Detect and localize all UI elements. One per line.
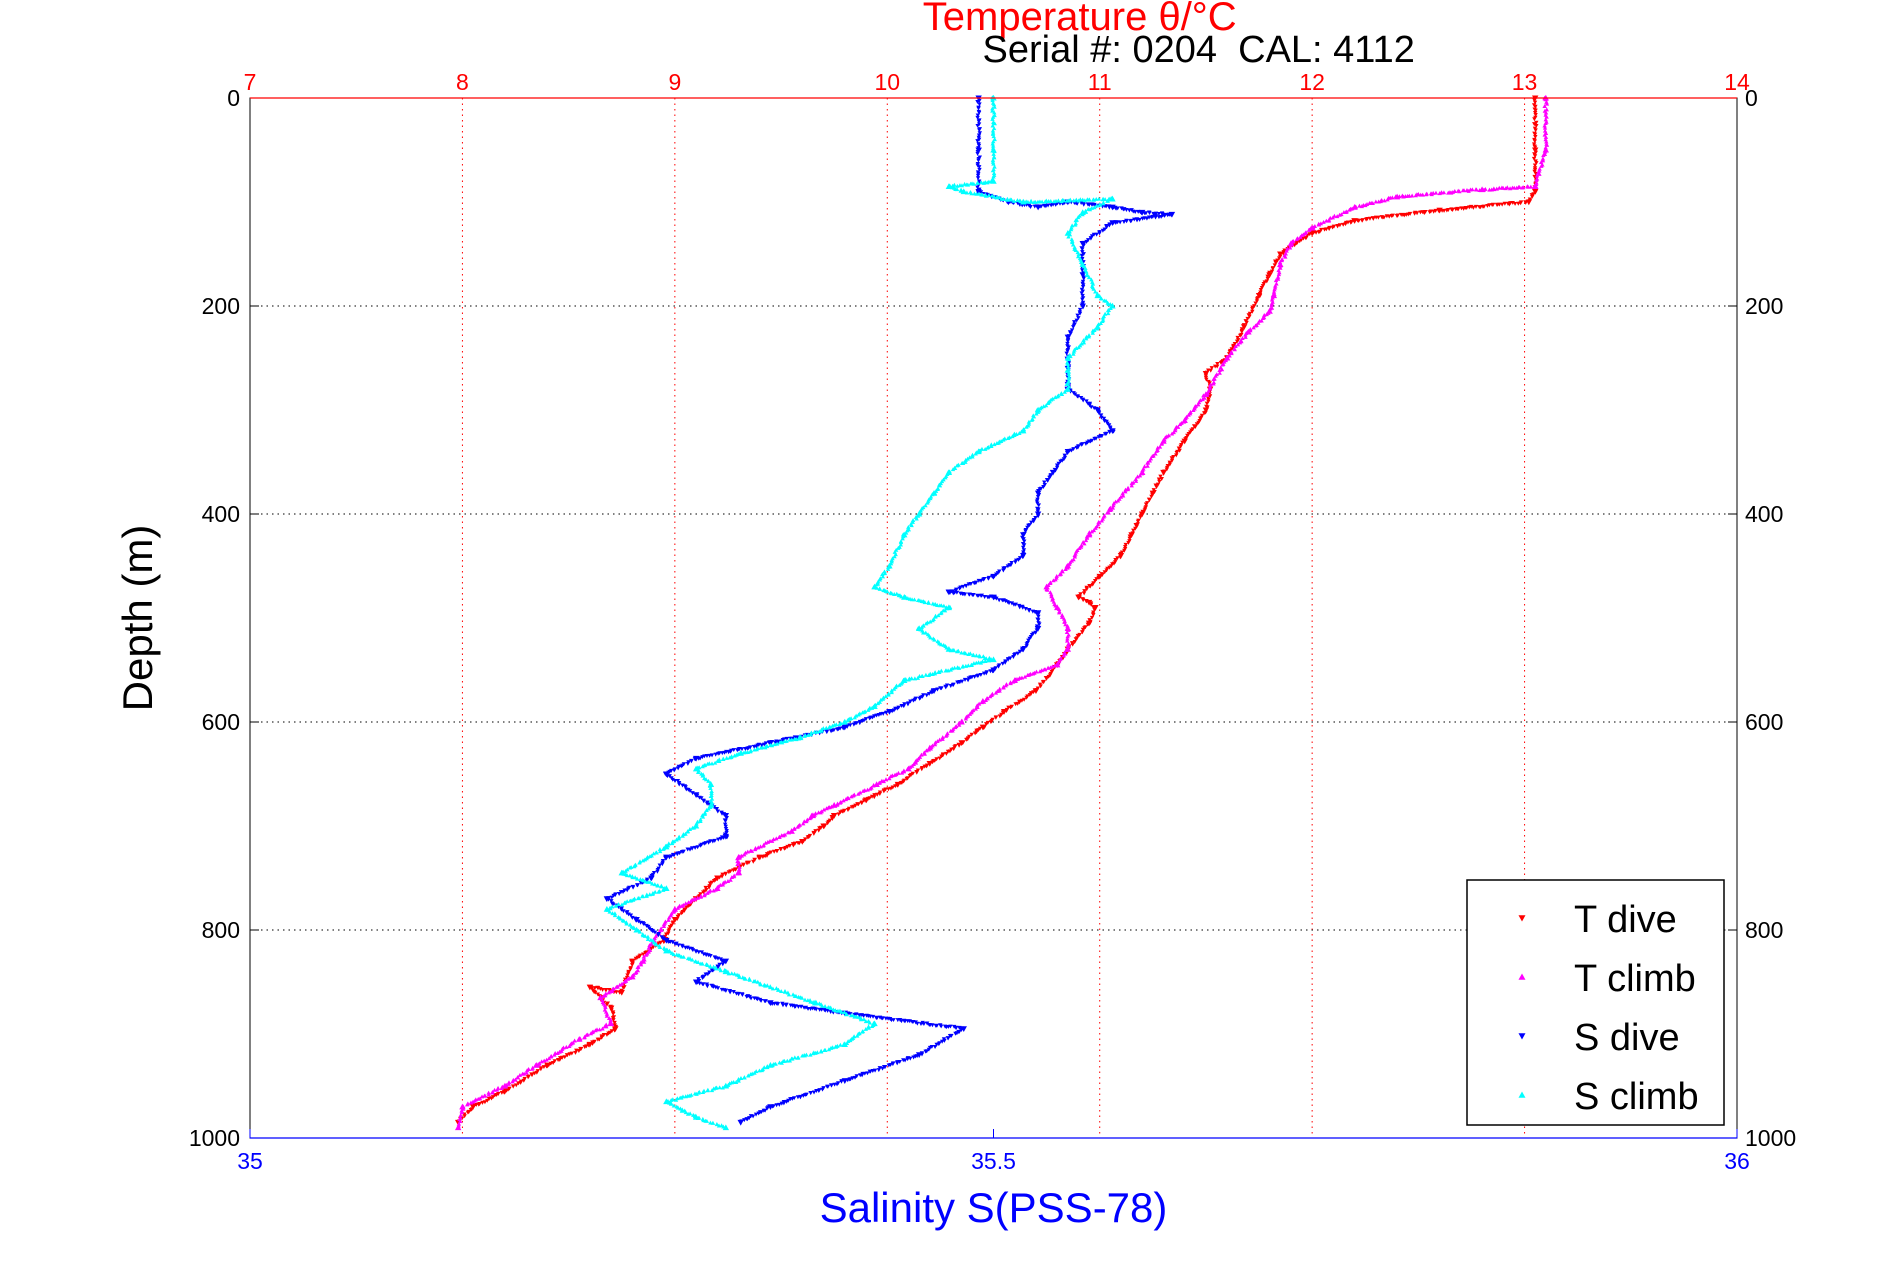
- left-tick-label: 400: [202, 501, 240, 527]
- legend-marker: [1518, 915, 1526, 922]
- right-tick-label: 0: [1745, 85, 1758, 111]
- right-tick-label: 1000: [1745, 1125, 1796, 1151]
- left-tick-label: 200: [202, 293, 240, 319]
- series-layer: [454, 94, 1550, 1131]
- series-s-climb: [603, 94, 1116, 1131]
- x-axis-label: Salinity S(PSS-78): [820, 1184, 1168, 1231]
- legend: T dive T climb S dive S climb: [1466, 879, 1725, 1126]
- legend-marker: [1518, 973, 1526, 980]
- data-point: [722, 1124, 730, 1131]
- series-s-dive: [603, 95, 1176, 1126]
- top-tick-label: 8: [456, 69, 469, 95]
- right-tick-label: 400: [1745, 501, 1783, 527]
- legend-label: S climb: [1574, 1076, 1699, 1118]
- left-tick-label: 600: [202, 709, 240, 735]
- chart-subtitle: Serial #: 0204 CAL: 4112: [983, 29, 1415, 71]
- series-trace: [604, 95, 1174, 1124]
- legend-label: T dive: [1574, 899, 1677, 941]
- top-tick-label: 14: [1724, 69, 1750, 95]
- legend-box: [1466, 879, 1725, 1126]
- legend-marker: [1518, 1091, 1526, 1098]
- y-axis-label: Depth (m): [114, 525, 161, 712]
- series-t-dive: [454, 95, 1539, 1126]
- series-trace: [456, 96, 1539, 1124]
- series-trace: [456, 95, 1550, 1128]
- chart-title: Temperature θ/°C: [923, 0, 1237, 39]
- top-tick-label: 13: [1512, 69, 1538, 95]
- right-tick-label: 800: [1745, 917, 1783, 943]
- left-tick-label: 0: [227, 85, 240, 111]
- bottom-tick-label: 36: [1724, 1148, 1750, 1174]
- series-trace: [604, 95, 1115, 1129]
- top-tick-label: 10: [874, 69, 900, 95]
- top-tick-label: 9: [668, 69, 681, 95]
- right-tick-label: 200: [1745, 293, 1783, 319]
- bottom-tick-label: 35: [237, 1148, 263, 1174]
- left-tick-label: 1000: [189, 1125, 240, 1151]
- legend-label: T climb: [1574, 958, 1696, 1000]
- top-tick-label: 11: [1088, 69, 1112, 95]
- series-t-climb: [454, 94, 1550, 1131]
- legend-marker: [1518, 1033, 1526, 1040]
- legend-label: S dive: [1574, 1017, 1680, 1059]
- left-tick-label: 800: [202, 917, 240, 943]
- grid: [250, 98, 1737, 1138]
- top-tick-label: 7: [244, 69, 257, 95]
- right-tick-label: 600: [1745, 709, 1783, 735]
- top-tick-label: 12: [1299, 69, 1325, 95]
- bottom-tick-label: 35.5: [971, 1148, 1016, 1174]
